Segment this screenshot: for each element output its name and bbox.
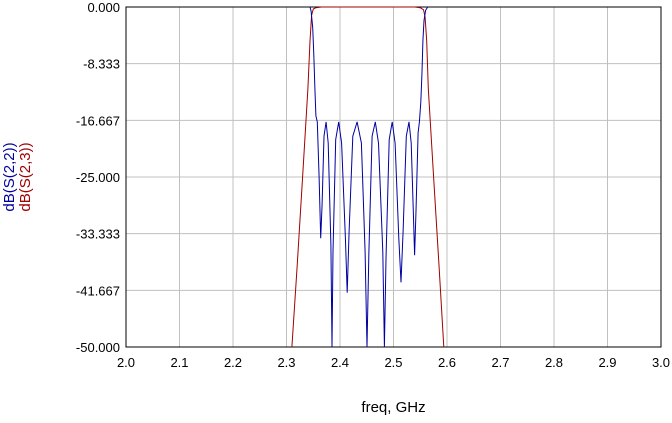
x-tick-labels: 2.0 2.1 2.2 2.3 2.4 2.5 2.6 2.7 2.8 2.9 3.0	[117, 355, 670, 370]
y-tick-label: -50.000	[76, 340, 120, 355]
y-tick-label: -41.667	[76, 283, 120, 298]
grid	[125, 6, 662, 348]
x-tick-label: 2.9	[598, 355, 616, 370]
series-line	[309, 6, 429, 348]
series-layer	[291, 6, 445, 348]
x-tick-label: 2.6	[438, 355, 456, 370]
series-line	[291, 6, 445, 348]
x-tick-label: 2.5	[384, 355, 402, 370]
x-tick-label: 2.4	[331, 355, 349, 370]
series-legend-label: dB(S(2,3))	[17, 142, 34, 211]
y-tick-label: -33.333	[76, 227, 120, 242]
x-axis-label: freq, GHz	[361, 399, 425, 416]
x-tick-label: 2.1	[170, 355, 188, 370]
x-tick-label: 2.7	[491, 355, 509, 370]
y-tick-label: -16.667	[76, 113, 120, 128]
x-tick-label: 2.2	[224, 355, 242, 370]
y-tick-label: -25.000	[76, 170, 120, 185]
y-tick-label: -8.333	[83, 57, 120, 72]
series-legend-label: dB(S(2,2))	[1, 142, 18, 211]
y-tick-label: 0.000	[87, 0, 120, 15]
y-axis-legend: dB(S(2,2)) dB(S(2,3))	[1, 142, 34, 211]
x-tick-label: 2.8	[545, 355, 563, 370]
x-tick-label: 2.0	[117, 355, 135, 370]
x-tick-label: 3.0	[652, 355, 670, 370]
y-tick-labels: 0.000 -8.333 -16.667 -25.000 -33.333 -41.667 -…	[76, 0, 120, 355]
x-tick-label: 2.3	[277, 355, 295, 370]
